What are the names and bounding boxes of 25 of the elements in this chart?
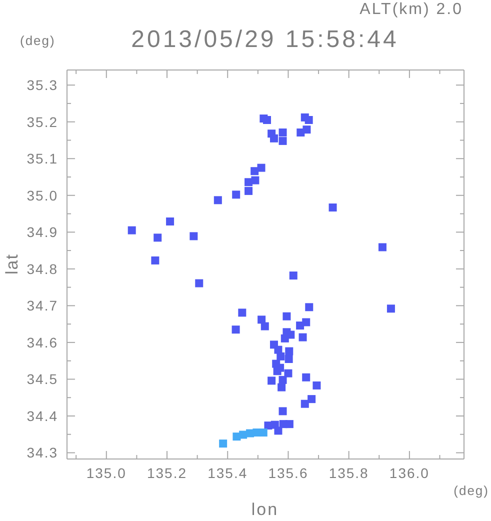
y-tick-label: 34.9 xyxy=(26,224,58,240)
y-tick-label: 35.3 xyxy=(26,77,58,94)
y-tick-label: 34.8 xyxy=(26,260,58,277)
x-axis-title: lon xyxy=(250,500,280,520)
y-tick-label: 34.3 xyxy=(26,444,58,461)
x-tick-label: 135.2 xyxy=(146,465,188,481)
y-tick-label: 35.0 xyxy=(26,187,58,204)
text: (deg) xyxy=(454,483,489,498)
y-tick-label: 34.5 xyxy=(26,371,58,388)
y-tick-label: 35.2 xyxy=(26,114,58,130)
text: (deg) xyxy=(20,33,56,48)
point xyxy=(219,440,228,448)
x-tick-label: 135.6 xyxy=(268,465,308,481)
x-tick-label: 135.0 xyxy=(86,465,126,481)
y-axis-title: lat xyxy=(2,254,22,274)
point xyxy=(259,428,268,437)
y-tick-label: 34.6 xyxy=(26,334,58,350)
y-tick-label: 34.7 xyxy=(26,298,58,314)
x-tick-label: 135.8 xyxy=(328,465,369,481)
x-tick-label: 136.0 xyxy=(389,465,430,481)
y-tick-label: 35.1 xyxy=(26,150,58,167)
chart-title: 2013/05/29 15:58:44 xyxy=(130,26,400,54)
chart-subtitle: ALT(km) 2.0 xyxy=(360,1,463,19)
y-tick-label: 34.4 xyxy=(26,408,58,424)
x-tick-label: 135.4 xyxy=(208,465,248,481)
